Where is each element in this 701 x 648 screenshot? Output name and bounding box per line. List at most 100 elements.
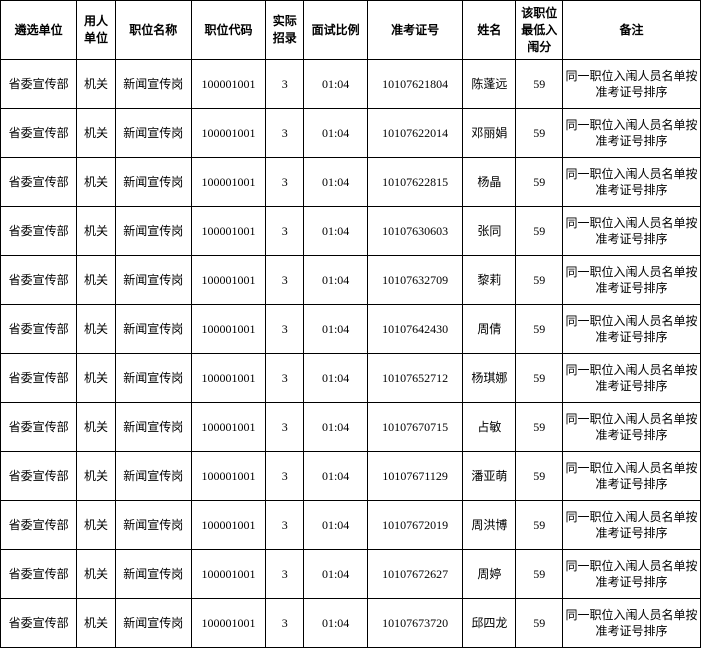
table-cell: 机关	[77, 501, 115, 550]
table-cell: 机关	[77, 305, 115, 354]
table-cell: 10107670715	[367, 403, 462, 452]
table-cell: 100001001	[191, 158, 265, 207]
table-cell: 省委宣传部	[1, 452, 77, 501]
table-cell: 59	[516, 550, 563, 599]
col-header-name: 姓名	[463, 1, 516, 60]
table-cell: 机关	[77, 207, 115, 256]
table-cell: 机关	[77, 403, 115, 452]
table-cell: 100001001	[191, 599, 265, 648]
table-cell: 机关	[77, 60, 115, 109]
table-cell: 3	[266, 354, 304, 403]
table-cell: 01:04	[304, 305, 368, 354]
table-row: 省委宣传部机关新闻宣传岗100001001301:0410107642430周倩…	[1, 305, 701, 354]
table-cell: 100001001	[191, 403, 265, 452]
table-cell: 省委宣传部	[1, 354, 77, 403]
table-cell: 机关	[77, 158, 115, 207]
table-row: 省委宣传部机关新闻宣传岗100001001301:0410107670715占敏…	[1, 403, 701, 452]
table-cell: 59	[516, 501, 563, 550]
table-row: 省委宣传部机关新闻宣传岗100001001301:0410107673720邱四…	[1, 599, 701, 648]
table-row: 省委宣传部机关新闻宣传岗100001001301:0410107622815杨晶…	[1, 158, 701, 207]
table-cell: 59	[516, 403, 563, 452]
col-header-position-name: 职位名称	[115, 1, 191, 60]
table-cell: 邓丽娟	[463, 109, 516, 158]
table-cell: 10107652712	[367, 354, 462, 403]
table-cell: 周婷	[463, 550, 516, 599]
table-cell: 同一职位入闱人员名单按准考证号排序	[563, 207, 701, 256]
table-cell: 59	[516, 60, 563, 109]
col-header-position-code: 职位代码	[191, 1, 265, 60]
table-row: 省委宣传部机关新闻宣传岗100001001301:0410107671129潘亚…	[1, 452, 701, 501]
table-row: 省委宣传部机关新闻宣传岗100001001301:0410107621804陈蓬…	[1, 60, 701, 109]
table-cell: 陈蓬远	[463, 60, 516, 109]
table-cell: 机关	[77, 109, 115, 158]
table-cell: 01:04	[304, 109, 368, 158]
col-header-exam-id: 准考证号	[367, 1, 462, 60]
table-cell: 省委宣传部	[1, 403, 77, 452]
table-cell: 省委宣传部	[1, 109, 77, 158]
table-cell: 新闻宣传岗	[115, 550, 191, 599]
col-header-unit: 遴选单位	[1, 1, 77, 60]
table-row: 省委宣传部机关新闻宣传岗100001001301:0410107672627周婷…	[1, 550, 701, 599]
table-cell: 01:04	[304, 354, 368, 403]
table-cell: 3	[266, 60, 304, 109]
table-cell: 周洪博	[463, 501, 516, 550]
table-cell: 100001001	[191, 501, 265, 550]
table-cell: 省委宣传部	[1, 599, 77, 648]
col-header-min-score: 该职位最低入闱分	[516, 1, 563, 60]
table-row: 省委宣传部机关新闻宣传岗100001001301:0410107630603张同…	[1, 207, 701, 256]
table-cell: 潘亚萌	[463, 452, 516, 501]
table-cell: 59	[516, 109, 563, 158]
table-row: 省委宣传部机关新闻宣传岗100001001301:0410107622014邓丽…	[1, 109, 701, 158]
table-cell: 100001001	[191, 109, 265, 158]
table-cell: 01:04	[304, 60, 368, 109]
table-cell: 10107642430	[367, 305, 462, 354]
table-cell: 01:04	[304, 550, 368, 599]
table-cell: 3	[266, 305, 304, 354]
table-row: 省委宣传部机关新闻宣传岗100001001301:0410107632709黎莉…	[1, 256, 701, 305]
table-cell: 3	[266, 207, 304, 256]
table-cell: 59	[516, 158, 563, 207]
table-cell: 同一职位入闱人员名单按准考证号排序	[563, 354, 701, 403]
table-cell: 新闻宣传岗	[115, 109, 191, 158]
table-cell: 10107672019	[367, 501, 462, 550]
table-cell: 10107622014	[367, 109, 462, 158]
col-header-employer: 用人单位	[77, 1, 115, 60]
table-cell: 同一职位入闱人员名单按准考证号排序	[563, 452, 701, 501]
table-cell: 10107630603	[367, 207, 462, 256]
table-cell: 100001001	[191, 550, 265, 599]
table-cell: 10107621804	[367, 60, 462, 109]
table-cell: 新闻宣传岗	[115, 60, 191, 109]
table-cell: 同一职位入闱人员名单按准考证号排序	[563, 403, 701, 452]
col-header-recruit-count: 实际招录	[266, 1, 304, 60]
table-cell: 01:04	[304, 158, 368, 207]
table-cell: 3	[266, 256, 304, 305]
table-cell: 同一职位入闱人员名单按准考证号排序	[563, 550, 701, 599]
table-row: 省委宣传部机关新闻宣传岗100001001301:0410107652712杨琪…	[1, 354, 701, 403]
table-cell: 机关	[77, 354, 115, 403]
table-cell: 新闻宣传岗	[115, 501, 191, 550]
table-cell: 机关	[77, 452, 115, 501]
col-header-remark: 备注	[563, 1, 701, 60]
table-cell: 省委宣传部	[1, 207, 77, 256]
table-cell: 省委宣传部	[1, 501, 77, 550]
table-cell: 3	[266, 403, 304, 452]
table-cell: 59	[516, 354, 563, 403]
table-cell: 新闻宣传岗	[115, 599, 191, 648]
table-cell: 3	[266, 501, 304, 550]
table-header-row: 遴选单位 用人单位 职位名称 职位代码 实际招录 面试比例 准考证号 姓名 该职…	[1, 1, 701, 60]
table-cell: 新闻宣传岗	[115, 158, 191, 207]
table-cell: 01:04	[304, 207, 368, 256]
table-cell: 占敏	[463, 403, 516, 452]
table-cell: 100001001	[191, 305, 265, 354]
table-cell: 同一职位入闱人员名单按准考证号排序	[563, 305, 701, 354]
table-cell: 3	[266, 550, 304, 599]
table-cell: 省委宣传部	[1, 550, 77, 599]
table-cell: 杨琪娜	[463, 354, 516, 403]
table-cell: 3	[266, 452, 304, 501]
table-cell: 省委宣传部	[1, 158, 77, 207]
table-cell: 59	[516, 599, 563, 648]
table-cell: 3	[266, 158, 304, 207]
table-cell: 100001001	[191, 354, 265, 403]
table-cell: 100001001	[191, 207, 265, 256]
table-cell: 同一职位入闱人员名单按准考证号排序	[563, 109, 701, 158]
